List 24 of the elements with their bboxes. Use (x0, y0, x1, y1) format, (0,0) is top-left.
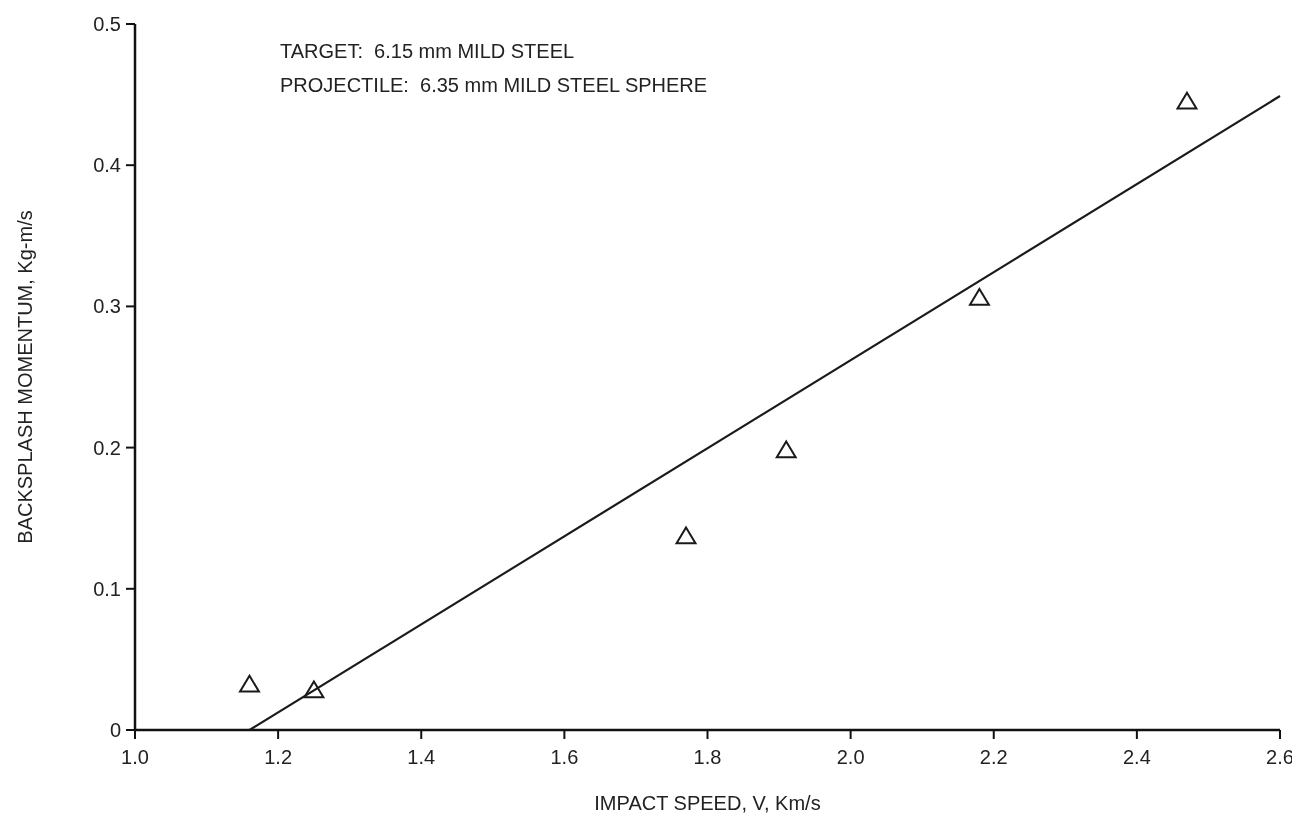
x-tick-label: 2.4 (1122, 746, 1151, 768)
y-tick-label: 0.1 (93, 577, 121, 600)
x-tick-label: 1.2 (264, 746, 293, 768)
x-axis-title: IMPACT SPEED, V, Km/s (594, 792, 821, 814)
x-tick-label: 1.4 (407, 746, 436, 768)
y-axis-title: BACKSPLASH MOMENTUM, Kg-m/s (14, 210, 36, 544)
y-tick-label: 0 (109, 719, 121, 741)
y-tick-label: 0.5 (93, 13, 121, 35)
annotation: TARGET: 6.15 mm MILD STEEL (280, 40, 575, 62)
x-tick-label: 2.2 (979, 746, 1008, 768)
y-tick-label: 0.3 (93, 295, 121, 318)
x-tick-label: 2.0 (836, 746, 865, 768)
x-tick-label: 1.6 (550, 746, 579, 768)
x-tick-label: 1.8 (693, 746, 722, 768)
annotation: PROJECTILE: 6.35 mm MILD STEEL SPHERE (280, 74, 708, 96)
point (675, 526, 697, 545)
y-tick-label: 0.2 (93, 436, 121, 459)
point (968, 287, 990, 306)
point (1176, 91, 1198, 110)
x-tick-label: 1.0 (121, 746, 149, 768)
y-tick-label: 0.4 (93, 154, 121, 177)
point (775, 440, 797, 459)
point (239, 674, 260, 693)
point (303, 680, 325, 699)
